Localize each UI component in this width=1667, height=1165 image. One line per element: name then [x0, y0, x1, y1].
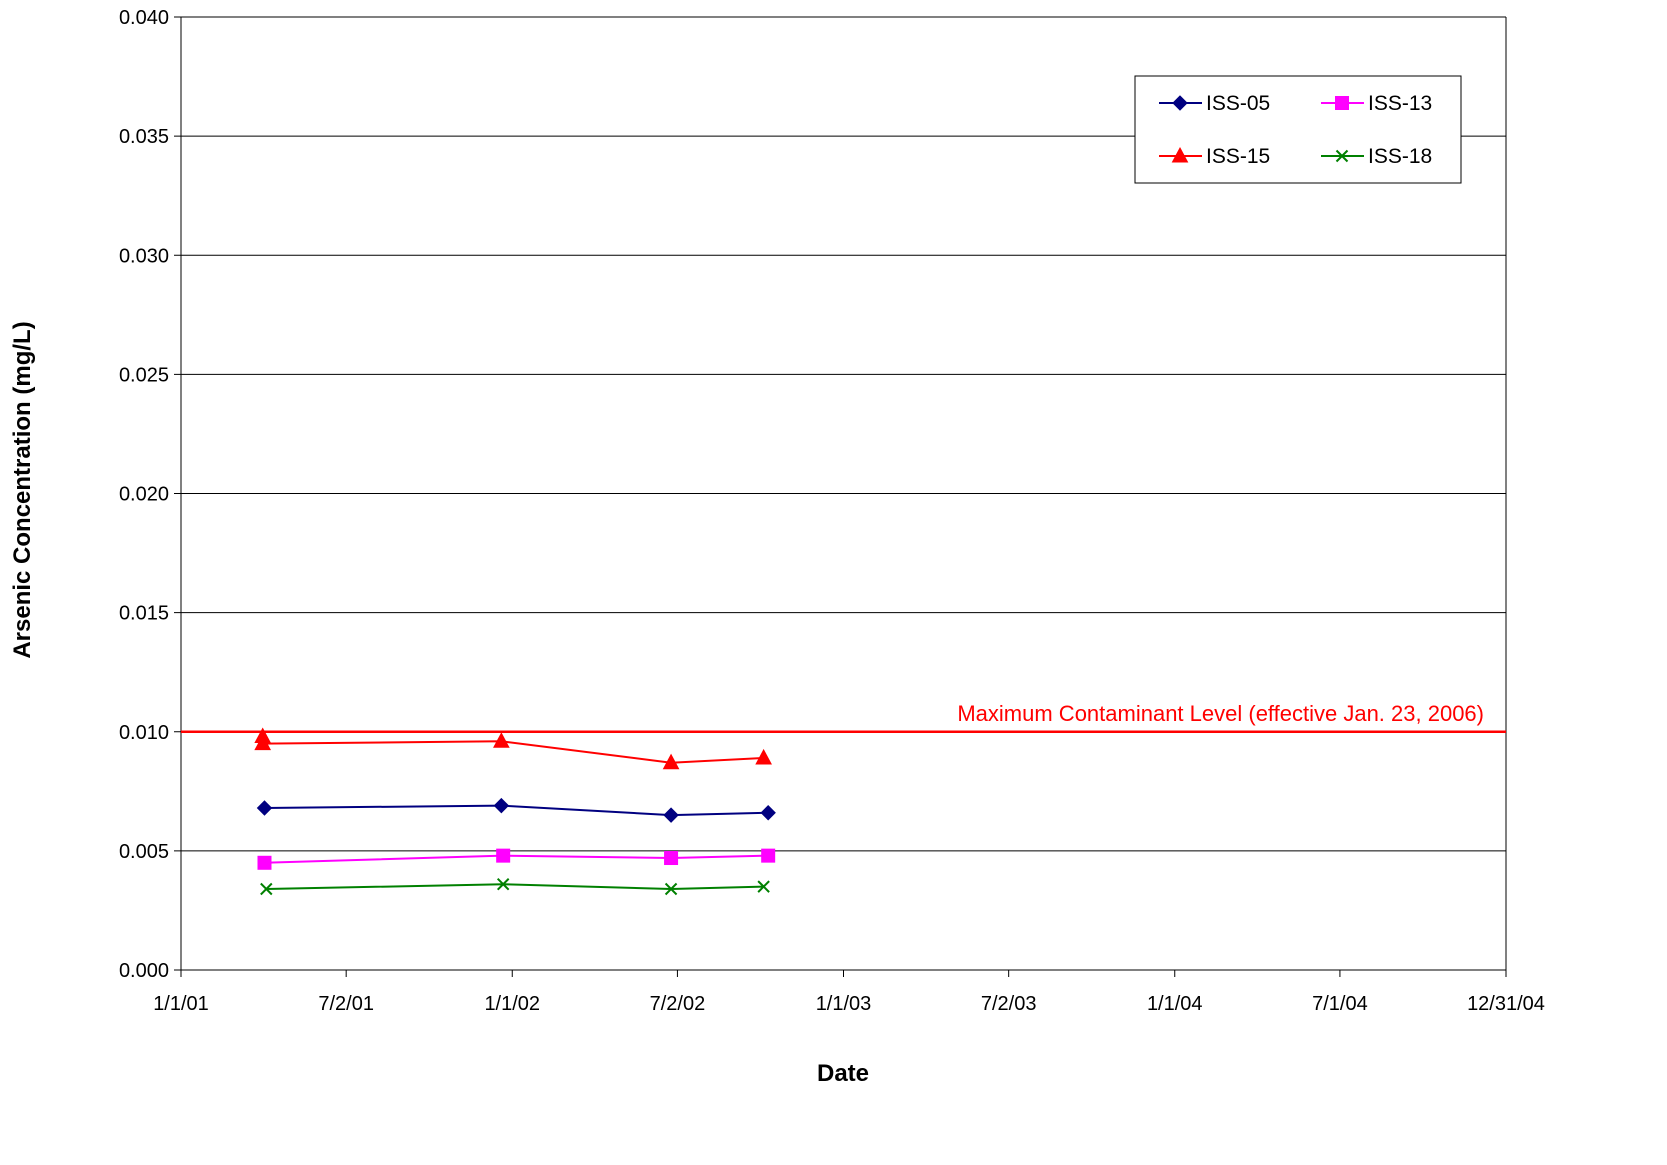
y-tick-label: 0.030 — [119, 245, 169, 267]
x-tick-label: 1/1/04 — [1147, 993, 1203, 1015]
data-point-iss-13 — [664, 851, 679, 866]
data-point-iss-15 — [755, 748, 772, 765]
legend-item-iss-15: ISS-15 — [1159, 145, 1270, 168]
y-tick-label: 0.015 — [119, 603, 169, 625]
legend-marker-iss-15 — [1171, 146, 1189, 163]
legend-marker-iss-13 — [1335, 96, 1349, 110]
x-marker-stroke — [757, 880, 770, 893]
legend-item-iss-05: ISS-05 — [1159, 92, 1270, 115]
legend-label-iss-13: ISS-13 — [1368, 92, 1432, 115]
x-tick-label: 7/1/04 — [1312, 993, 1368, 1015]
x-tick-label: 7/2/03 — [981, 993, 1037, 1015]
data-point-iss-13 — [761, 848, 776, 863]
series-line-iss-05 — [264, 804, 769, 817]
y-axis-title: Arsenic Concentration (mg/L) — [9, 321, 36, 658]
data-point-iss-15 — [493, 732, 510, 748]
legend: ISS-05 ISS-13 ISS-15 ISS-18 — [1134, 75, 1462, 184]
data-point-iss-18 — [260, 882, 273, 896]
legend-marker-iss-05 — [1172, 95, 1188, 111]
data-point-iss-05 — [256, 800, 273, 816]
data-point-iss-18 — [664, 882, 678, 896]
legend-box — [1134, 75, 1462, 184]
axes: 0.000 0.005 0.010 0.015 0.020 0.025 0.030 0.035… — [119, 7, 1545, 1015]
x-marker-stroke — [664, 882, 678, 896]
data-point-iss-05 — [493, 797, 510, 814]
data-point-iss-18 — [757, 880, 770, 893]
series-group — [254, 727, 776, 896]
x-tick-label: 1/1/01 — [153, 993, 209, 1015]
series-line-iss-18 — [266, 883, 764, 890]
data-point-iss-15 — [662, 753, 680, 770]
series-iss-18 — [260, 878, 770, 896]
reference-line-group: Maximum Contaminant Level (effective Jan… — [181, 701, 1506, 733]
y-tick-label: 0.010 — [119, 722, 169, 744]
y-tick-label: 0.000 — [119, 960, 169, 982]
y-tick-label: 0.035 — [119, 126, 169, 148]
y-tick-label: 0.020 — [119, 484, 169, 506]
legend-item-iss-18: ISS-18 — [1321, 145, 1432, 168]
legend-label-iss-18: ISS-18 — [1368, 145, 1432, 168]
legend-label-iss-15: ISS-15 — [1206, 145, 1270, 168]
x-axis-title: Date — [817, 1060, 869, 1087]
mcl-label: Maximum Contaminant Level (effective Jan… — [957, 701, 1484, 726]
legend-item-iss-13: ISS-13 — [1321, 92, 1432, 115]
x-marker-stroke — [1335, 149, 1349, 163]
x-marker-stroke — [260, 882, 273, 896]
series-line-iss-13 — [264, 854, 769, 864]
x-tick-label: 12/31/04 — [1467, 993, 1545, 1015]
x-tick-label: 1/1/03 — [816, 993, 872, 1015]
legend-marker-iss-18 — [1335, 149, 1349, 163]
data-point-iss-13 — [257, 855, 272, 870]
data-point-iss-15 — [254, 734, 272, 751]
legend-label-iss-05: ISS-05 — [1206, 92, 1270, 115]
data-point-iss-18 — [496, 878, 510, 891]
x-tick-label: 7/2/02 — [650, 993, 706, 1015]
series-iss-15 — [254, 727, 772, 770]
data-point-iss-05 — [663, 807, 679, 823]
y-tick-label: 0.040 — [119, 7, 169, 29]
series-iss-05 — [256, 797, 776, 823]
x-tick-label: 1/1/02 — [484, 993, 540, 1015]
data-point-iss-05 — [760, 805, 776, 821]
data-point-iss-13 — [496, 848, 511, 863]
x-tick-label: 7/2/01 — [318, 993, 374, 1015]
y-tick-label: 0.025 — [119, 364, 169, 386]
series-line-iss-15 — [261, 736, 764, 764]
series-iss-13 — [257, 848, 776, 870]
y-tick-label: 0.005 — [119, 841, 169, 863]
x-marker-stroke — [496, 878, 510, 891]
